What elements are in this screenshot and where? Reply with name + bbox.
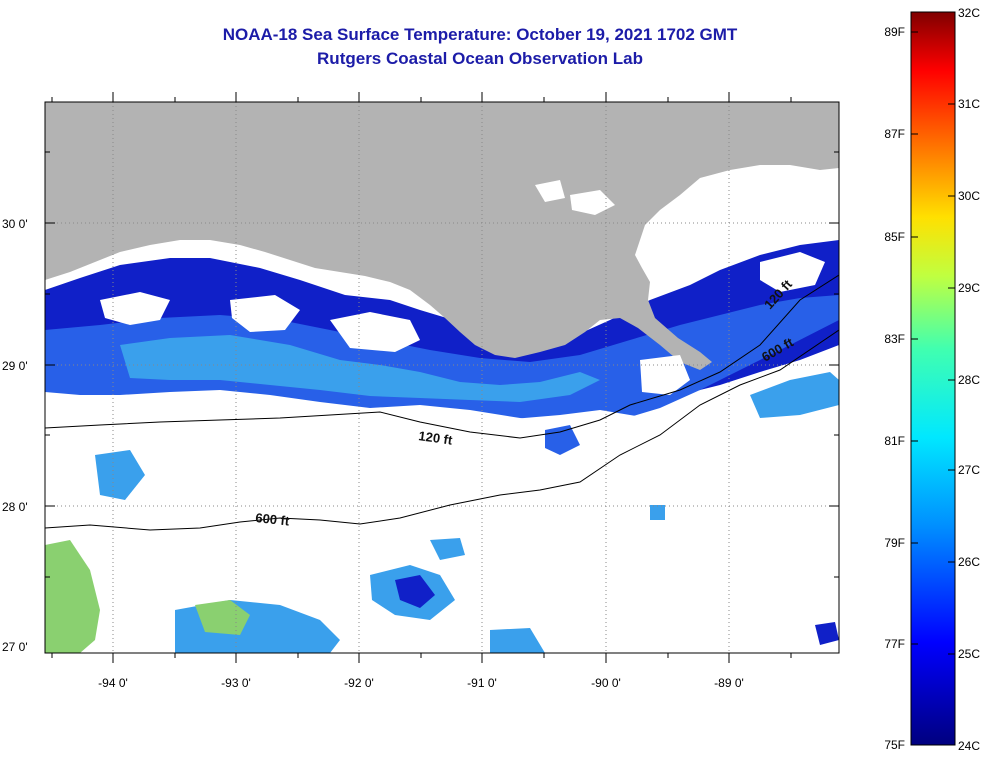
lon-label-89: -89 0' — [714, 676, 744, 690]
colorbar-ticks — [911, 31, 955, 655]
lon-label-94: -94 0' — [98, 676, 128, 690]
lon-label-93: -93 0' — [221, 676, 251, 690]
colorbar-f-83: 83F — [884, 332, 905, 346]
colorbar-c-30: 30C — [958, 189, 980, 203]
lat-label-30: 30 0' — [2, 217, 28, 231]
colorbar: 89F 87F 85F 83F 81F 79F 77F 75F 32C 31C … — [884, 6, 980, 753]
water-patch-south-2 — [395, 575, 435, 608]
colorbar-c-25: 25C — [958, 647, 980, 661]
cloud-patches — [45, 180, 839, 653]
lon-label-91: -91 0' — [467, 676, 497, 690]
water-band-light — [120, 335, 600, 402]
water-patch-west — [95, 450, 145, 500]
colorbar-c-27: 27C — [958, 463, 980, 477]
lat-label-27: 27 0' — [2, 640, 28, 654]
water-warm-southwest — [45, 540, 100, 653]
colorbar-c-24: 24C — [958, 739, 980, 753]
lon-label-90: -90 0' — [591, 676, 621, 690]
lon-label-92: -92 0' — [344, 676, 374, 690]
colorbar-f-79: 79F — [884, 536, 905, 550]
water-band-mid — [45, 295, 839, 425]
lat-label-28: 28 0' — [2, 500, 28, 514]
contour-120ft — [45, 274, 839, 439]
map-layers — [45, 102, 839, 653]
colorbar-f-89: 89F — [884, 25, 905, 39]
contour-label-600ft: 600 ft — [255, 510, 291, 529]
colorbar-c-29: 29C — [958, 281, 980, 295]
colorbar-c-28: 28C — [958, 373, 980, 387]
colorbar-f-81: 81F — [884, 434, 905, 448]
colorbar-c-32: 32C — [958, 6, 980, 20]
colorbar-f-75: 75F — [884, 738, 905, 752]
graticule — [45, 102, 839, 653]
water-patch-south-3 — [430, 538, 465, 560]
map-frame — [44, 101, 840, 654]
colorbar-c-26: 26C — [958, 555, 980, 569]
colorbar-c-31: 31C — [958, 97, 980, 111]
water-patch-far-east — [815, 622, 839, 645]
colorbar-f-85: 85F — [884, 230, 905, 244]
contour-600ft — [45, 329, 839, 531]
land-mass — [45, 102, 839, 370]
lat-label-29: 29 0' — [2, 359, 28, 373]
water-patch-south-5 — [490, 628, 545, 653]
colorbar-f-77: 77F — [884, 637, 905, 651]
colorbar-gradient — [910, 11, 956, 746]
map-title: NOAA-18 Sea Surface Temperature: October… — [222, 25, 738, 44]
colorbar-f-87: 87F — [884, 127, 905, 141]
map-subtitle: Rutgers Coastal Ocean Observation Lab — [317, 49, 643, 68]
water-patch-east-2 — [650, 505, 665, 520]
map-ticks — [45, 92, 839, 663]
water-patch-east — [750, 372, 839, 418]
contour-label-120ft: 120 ft — [418, 428, 454, 448]
